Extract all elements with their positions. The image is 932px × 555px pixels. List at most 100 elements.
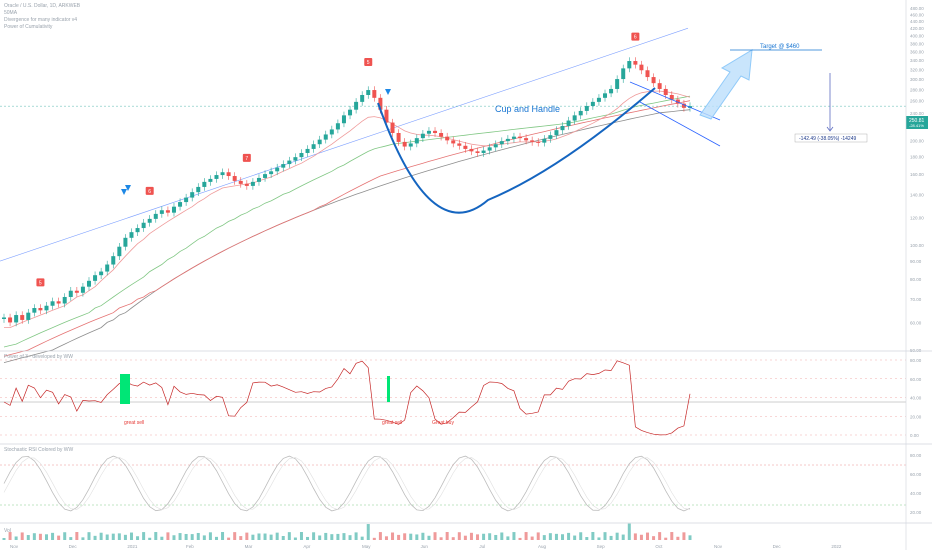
stoch-panel-title: Stochastic RSI Colored by WW	[4, 447, 73, 453]
volume-bar	[354, 532, 358, 540]
candle-body	[390, 122, 395, 134]
candle-body	[554, 130, 559, 136]
candle-body	[20, 315, 25, 320]
candle-body	[420, 133, 425, 139]
candle-body	[123, 237, 128, 247]
signal-marker	[631, 32, 640, 41]
volume-bar	[348, 535, 352, 540]
volume-bar	[263, 533, 267, 540]
sell-label-2: great sell	[382, 420, 402, 426]
volume-bar	[476, 534, 480, 540]
handle-channel-bottom	[639, 101, 721, 147]
candle-body	[566, 120, 571, 126]
candle-body	[250, 181, 255, 186]
volume-bar	[445, 532, 449, 540]
candle-body	[548, 135, 553, 139]
volume-bar	[221, 532, 225, 540]
volume-bar	[639, 534, 643, 540]
candle-body	[135, 228, 140, 233]
candle-body	[263, 174, 268, 178]
volume-bar	[451, 537, 455, 540]
price-axis[interactable]: 50.00 60.00 70.00 80.00 90.00 100.00 120.00 140…	[910, 6, 924, 353]
price-tick-label: 200.00	[910, 138, 924, 143]
power-tick-label: 40.00	[910, 396, 922, 401]
candle-body	[8, 317, 13, 323]
candle-body	[159, 210, 164, 214]
candle-body	[68, 290, 73, 297]
candle-body	[372, 90, 377, 98]
candle-body	[80, 286, 85, 293]
current-change: -28.41%	[909, 123, 924, 128]
candle-body	[524, 138, 529, 141]
volume-bar	[324, 532, 328, 540]
time-tick-label: Oct	[655, 544, 663, 549]
volume-bar	[518, 537, 522, 540]
target-arrow	[699, 49, 753, 120]
candle-body	[530, 140, 535, 142]
signal-marker-number: 5	[367, 60, 370, 66]
sell-label-1: great sell	[124, 420, 144, 426]
volume-bar	[591, 532, 595, 540]
candle-body	[56, 301, 61, 304]
candle-body	[86, 280, 91, 287]
indicator-line-2: Divergence for many indicator v4	[4, 17, 78, 23]
candle-body	[481, 150, 486, 153]
candle-body	[366, 90, 371, 96]
stoch-k-line	[3, 455, 691, 512]
volume-bar	[190, 534, 194, 540]
candle-body	[499, 141, 504, 145]
volume-bar	[160, 536, 164, 540]
volume-bar	[63, 532, 67, 540]
ma-green-line	[3, 95, 691, 348]
power-tick-label: 20.00	[910, 414, 922, 419]
candle-body	[657, 83, 662, 89]
time-tick-label: Mar	[245, 544, 253, 549]
time-tick-label: Nov	[10, 544, 19, 549]
candle-body	[44, 305, 49, 311]
signal-marker-number: 6	[634, 35, 637, 41]
volume-bar	[646, 532, 650, 540]
candle-body	[542, 138, 547, 143]
candle-body	[335, 123, 340, 130]
candle-body	[627, 61, 632, 69]
time-tick-label: Sep	[597, 544, 606, 549]
volume-bar	[111, 533, 115, 540]
price-tick-label: 380.00	[910, 41, 924, 46]
volume-bar	[615, 532, 619, 540]
ma-gray-line	[3, 109, 691, 363]
time-axis[interactable]: Nov Dec 2021 Feb Mar Apr May Jun Jul Aug Sep Oct Nov…	[10, 544, 842, 549]
candle-body	[305, 148, 310, 153]
volume-bar	[688, 535, 692, 540]
volume-bar	[20, 532, 24, 540]
volume-bar	[554, 533, 558, 540]
volume-bar	[214, 536, 218, 540]
candle-body	[469, 148, 474, 152]
main-price-panel: 5 6 7 5 6	[0, 27, 906, 363]
candle-body	[451, 140, 456, 144]
candle-body	[384, 109, 389, 123]
time-tick-label: Nov	[714, 544, 723, 549]
candle-body	[590, 101, 595, 107]
candle-body	[74, 290, 79, 293]
volume-bar	[463, 535, 467, 540]
volume-bar	[579, 532, 583, 540]
volume-bar	[360, 536, 364, 540]
volume-bar	[81, 537, 85, 540]
stoch-tick-label: 40.00	[910, 491, 922, 496]
volume-bar	[257, 533, 261, 540]
volume-bar	[172, 535, 176, 540]
volume-bar	[609, 535, 613, 540]
volume-bar	[227, 537, 231, 540]
volume-bar	[652, 536, 656, 540]
candle-body	[153, 213, 158, 219]
volume-bar	[439, 537, 443, 540]
volume-bar	[682, 532, 686, 540]
candle-body	[433, 130, 438, 134]
price-tick-label: 480.00	[910, 6, 924, 11]
volume-bar	[75, 532, 79, 540]
candle-body	[396, 133, 401, 142]
signal-marker	[145, 186, 154, 195]
price-tick-label: 340.00	[910, 58, 924, 63]
